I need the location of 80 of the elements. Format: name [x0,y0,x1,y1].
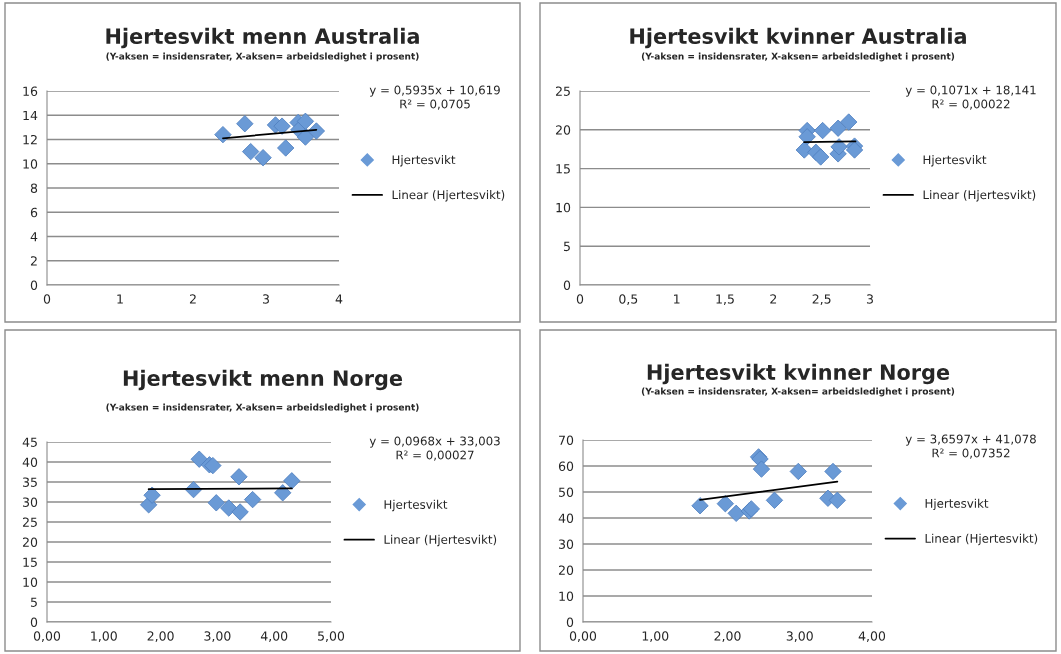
x-tick-label: 1 [674,294,680,304]
legend-label: Linear (Hjertesvikt) [392,190,505,202]
y-tick-label: 6 [30,207,38,218]
text: R² = 0,00022 [932,99,1010,110]
y-tick-label: 4 [30,232,38,242]
x-tick-label: 4 [335,294,343,304]
x-tick-label: 2,5 [812,294,831,305]
y-tick-label: 10 [559,591,574,601]
chart-title: Hjertesvikt menn Australia [106,27,419,49]
y-tick-label: 0 [566,617,574,627]
x-tick-label: 2 [770,294,777,304]
legend-label: Linear (Hjertesvikt) [384,534,497,547]
y-tick-label: 10 [23,577,38,587]
y-tick-label: 40 [22,457,38,467]
legend-label: Linear (Hjertesvikt) [923,190,1036,202]
x-tick-label: 3 [866,294,873,304]
legend-label: Hjertesvikt [923,155,987,167]
x-tick-label: 2,00 [147,631,174,642]
x-tick-label: 3 [262,294,269,304]
y-tick-label: 10 [556,202,571,213]
y-tick-label: 50 [559,487,574,497]
y-tick-label: 0 [563,280,571,290]
y-tick-label: 25 [22,517,37,527]
y-tick-label: 35 [23,477,37,487]
y-tick-label: 20 [22,537,38,547]
x-tick-label: 0,00 [569,631,597,642]
text: y = 3,6597x + 41,078 [905,434,1036,446]
y-tick-label: 0 [30,280,38,290]
x-tick-label: 1,00 [642,631,669,642]
x-tick-label: 1,5 [716,294,734,305]
y-tick-label: 5 [563,241,570,252]
y-tick-label: 45 [22,437,37,447]
y-tick-label: 30 [23,497,38,507]
text: R² = 0,00027 [396,450,474,461]
y-tick-label: 15 [23,557,37,567]
x-tick-label: 5,00 [318,631,345,642]
y-tick-label: 10 [23,159,38,169]
y-tick-label: 8 [30,183,38,193]
y-tick-label: 20 [555,125,571,135]
y-tick-label: 25 [555,86,570,96]
chart-subtitle: (Y-aksen = insidensrater, X-aksen= arbeidsledighet i prosent) [106,403,419,413]
x-tick-label: 3,00 [786,631,813,642]
y-tick-label: 5 [30,597,37,607]
chart-subtitle: (Y-aksen = insidensrater, X-aksen= arbeidsledighet i prosent) [641,387,955,397]
x-tick-label: 2,00 [714,631,741,642]
chart-title: Hjertesvikt kvinner Norge [647,363,950,385]
y-tick-label: 70 [559,435,574,445]
x-tick-label: 1,00 [91,631,117,642]
chart-subtitle: (Y-aksen = insidensrater, X-aksen= arbeidsledighet i prosent) [106,52,419,62]
y-tick-label: 2 [30,256,37,266]
legend-label: Hjertesvikt [392,155,456,167]
text: y = 0,1071x + 18,141 [905,85,1036,97]
x-tick-label: 0,00 [33,631,61,642]
y-tick-label: 12 [23,134,37,145]
legend-label: Hjertesvikt [925,498,989,511]
y-tick-label: 14 [23,110,38,120]
x-tick-label: 2 [189,294,196,304]
y-tick-label: 0 [30,617,38,627]
chart-subtitle: (Y-aksen = insidensrater, X-aksen= arbeidsledighet i prosent) [641,52,955,62]
text: R² = 0,0705 [400,99,470,110]
y-tick-label: 60 [558,461,574,471]
y-tick-label: 20 [558,565,574,575]
text: R² = 0,07352 [932,448,1010,459]
x-tick-label: 1 [117,294,123,304]
x-tick-label: 3,00 [204,631,231,642]
x-tick-label: 0 [576,294,584,304]
x-tick-label: 0,5 [619,294,638,305]
y-tick-label: 16 [23,86,38,96]
y-tick-label: 30 [559,539,574,549]
y-tick-label: 15 [556,164,570,174]
x-tick-label: 4,00 [858,631,886,642]
x-tick-label: 4,00 [260,631,288,642]
legend-label: Hjertesvikt [384,499,448,512]
text: y = 0,0968x + 33,003 [369,436,500,448]
chart-title: Hjertesvikt menn Norge [123,369,403,391]
text: y = 0,5935x + 10,619 [369,85,500,97]
x-tick-label: 0 [43,294,51,304]
chart-title: Hjertesvikt kvinner Australia [630,27,966,49]
legend-label: Linear (Hjertesvikt) [925,533,1038,546]
y-tick-label: 40 [558,513,574,523]
